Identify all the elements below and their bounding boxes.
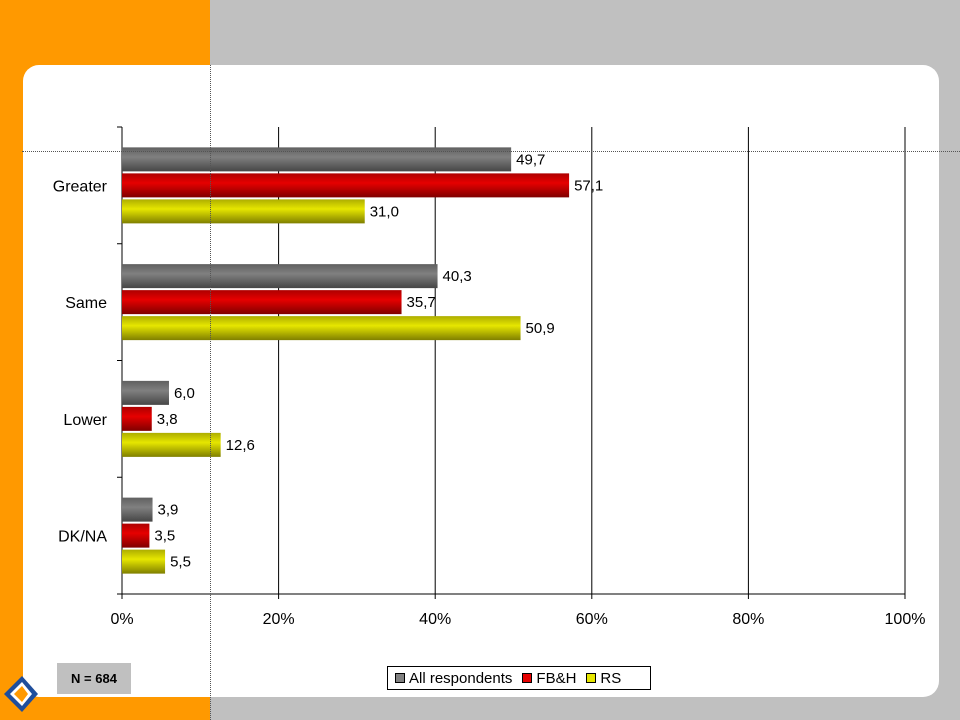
bar [122, 290, 402, 315]
legend-item-all-respondents: All respondents [395, 670, 512, 687]
bar [122, 199, 365, 224]
x-tick-label: 0% [110, 611, 133, 628]
x-tick-label: 60% [576, 611, 608, 628]
horizontal-guide-line [22, 151, 960, 152]
x-tick-label: 100% [885, 611, 926, 628]
data-label: 50,9 [526, 320, 555, 337]
bar [122, 497, 153, 522]
chart-legend: All respondents FB&H RS [387, 666, 651, 690]
bar [122, 549, 166, 574]
data-label: 49,7 [516, 151, 545, 168]
category-label: Same [65, 295, 107, 312]
sample-size-note: N = 684 [57, 663, 131, 694]
legend-item-fbh: FB&H [522, 670, 576, 687]
category-label: DK/NA [58, 529, 107, 546]
x-tick-label: 20% [263, 611, 295, 628]
legend-item-rs: RS [586, 670, 621, 687]
legend-label-fbh: FB&H [536, 669, 577, 687]
data-label: 3,8 [157, 411, 178, 428]
legend-swatch-rs [586, 673, 597, 683]
data-label: 35,7 [407, 294, 436, 311]
bar [122, 406, 152, 431]
x-tick-label: 40% [419, 611, 451, 628]
data-label: 5,5 [170, 554, 191, 571]
legend-label-rs: RS [600, 669, 622, 687]
data-label: 12,6 [226, 437, 255, 454]
bar [122, 173, 570, 198]
x-tick-label: 80% [732, 611, 764, 628]
category-label: Lower [63, 412, 107, 429]
logo-icon [4, 676, 38, 712]
bar [122, 523, 150, 548]
data-label: 40,3 [443, 268, 472, 285]
data-label: 3,9 [158, 502, 179, 519]
data-label: 3,5 [154, 528, 175, 545]
bar [122, 432, 221, 457]
data-label: 31,0 [370, 203, 399, 220]
legend-swatch-fbh [522, 673, 533, 683]
data-label: 6,0 [174, 385, 195, 402]
bar [122, 264, 438, 289]
vertical-guide-line [210, 65, 211, 720]
legend-swatch-all-respondents [395, 673, 405, 683]
bar [122, 316, 521, 341]
bar [122, 380, 169, 405]
category-label: Greater [53, 178, 108, 195]
data-label: 57,1 [574, 177, 603, 194]
legend-label-all-respondents: All respondents [409, 669, 513, 687]
